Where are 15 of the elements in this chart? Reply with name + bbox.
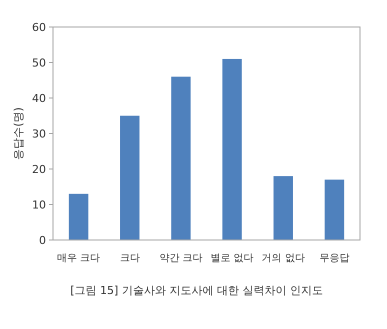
y-tick-label: 40	[32, 92, 46, 105]
x-tick-label: 거의 없다	[262, 253, 305, 264]
y-tick-label: 60	[32, 21, 46, 34]
x-tick-label: 약간 크다	[159, 253, 203, 264]
x-tick-label: 크다	[120, 253, 140, 264]
y-tick-label: 10	[32, 198, 46, 212]
y-tick-label: 50	[32, 56, 46, 70]
x-tick-label: 별로 없다	[210, 253, 254, 264]
x-tick-label: 매우 크다	[56, 253, 100, 264]
y-tick-label: 0	[39, 234, 46, 247]
text: [그림 15] 기술사와 지도사에 대한 실력차이 인지도	[70, 284, 323, 297]
y-axis-title: 응답수(명)	[12, 107, 25, 160]
y-tick-label: 30	[32, 128, 46, 140]
x-tick-label: 무응답	[319, 253, 350, 264]
y-tick-label: 20	[32, 163, 46, 176]
